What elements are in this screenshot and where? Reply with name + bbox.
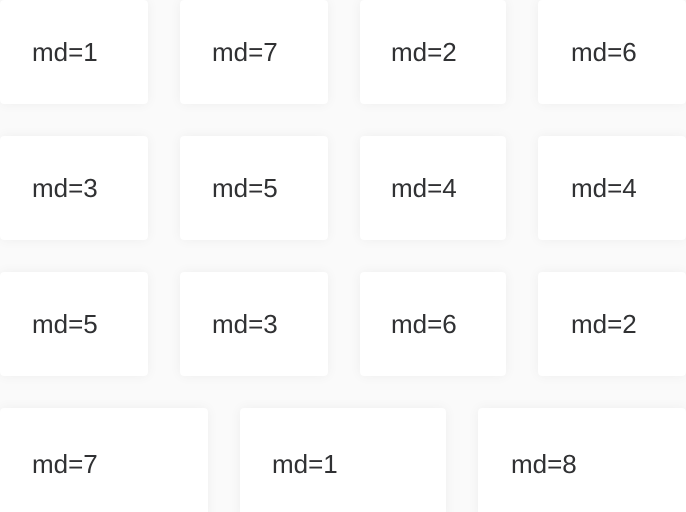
- grid-cell: md=2: [538, 272, 686, 376]
- grid-row: md=5 md=3 md=6 md=2: [0, 272, 686, 376]
- grid-row: md=3 md=5 md=4 md=4: [0, 136, 686, 240]
- grid-cell-label: md=8: [511, 449, 577, 479]
- grid-cell: md=8: [478, 408, 686, 512]
- grid-cell-label: md=6: [571, 37, 637, 67]
- grid-cell: md=7: [0, 408, 208, 512]
- grid-row: md=1 md=7 md=2 md=6: [0, 0, 686, 104]
- grid-cell-label: md=7: [32, 449, 98, 479]
- grid-cell: md=3: [0, 136, 148, 240]
- grid-cell: md=1: [0, 0, 148, 104]
- grid-cell-label: md=1: [32, 37, 98, 67]
- grid-cell-label: md=4: [391, 173, 457, 203]
- grid-cell-label: md=2: [571, 309, 637, 339]
- grid-cell-label: md=5: [32, 309, 98, 339]
- grid-cell: md=6: [538, 0, 686, 104]
- grid-cell: md=7: [180, 0, 328, 104]
- grid-cell: md=1: [240, 408, 446, 512]
- grid-cell-label: md=1: [272, 449, 338, 479]
- grid-cell: md=4: [360, 136, 506, 240]
- grid-cell-label: md=3: [32, 173, 98, 203]
- grid-cell: md=5: [0, 272, 148, 376]
- grid-cell-label: md=3: [212, 309, 278, 339]
- grid-cell: md=6: [360, 272, 506, 376]
- grid-cell: md=3: [180, 272, 328, 376]
- grid-cell: md=4: [538, 136, 686, 240]
- grid-cell: md=5: [180, 136, 328, 240]
- grid-cell-label: md=5: [212, 173, 278, 203]
- grid-row: md=7 md=1 md=8: [0, 408, 686, 512]
- grid-cell: md=2: [360, 0, 506, 104]
- grid-cell-label: md=4: [571, 173, 637, 203]
- grid-cell-label: md=2: [391, 37, 457, 67]
- grid-cell-label: md=6: [391, 309, 457, 339]
- grid-cell-label: md=7: [212, 37, 278, 67]
